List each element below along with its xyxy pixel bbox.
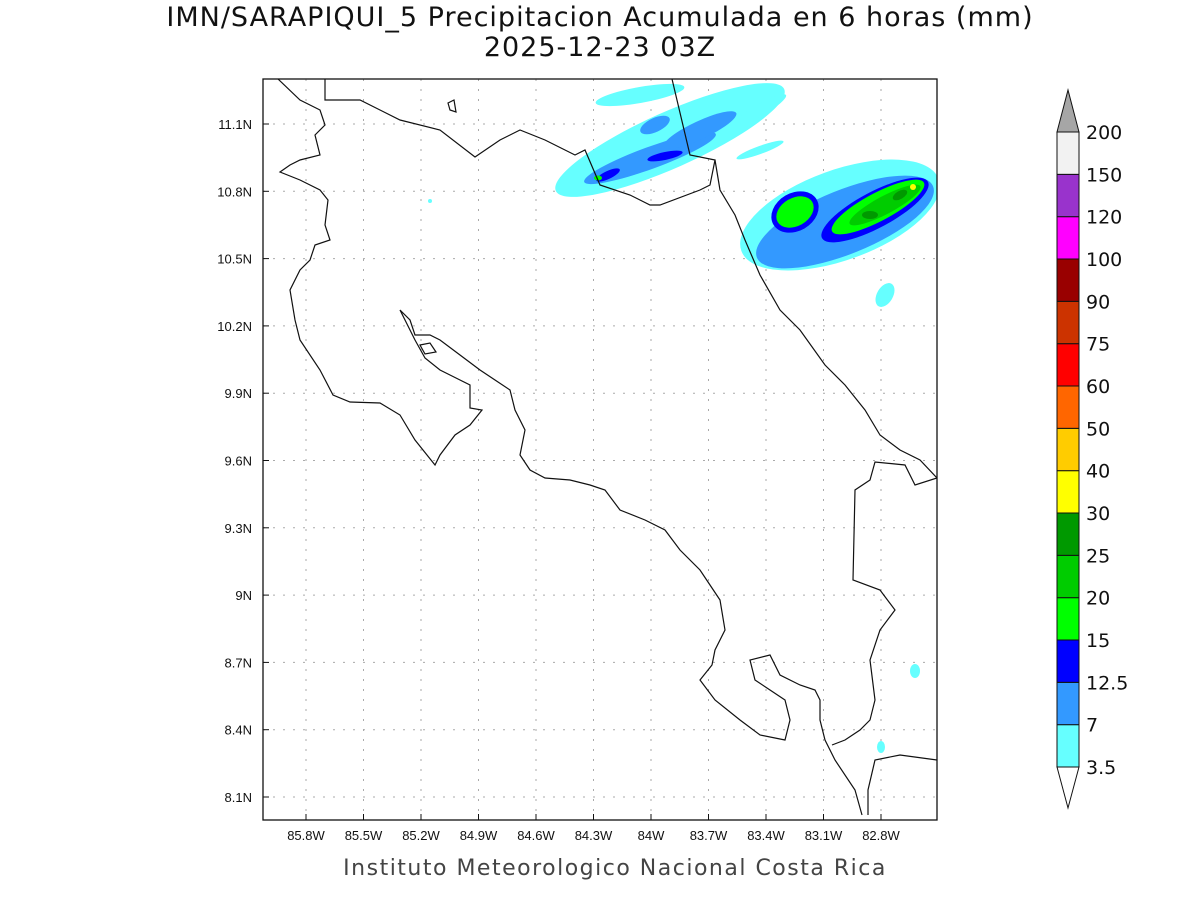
x-tick-label: 84.9W	[460, 828, 498, 843]
legend-swatch	[1056, 427, 1080, 472]
x-tick-label: 82.8W	[862, 828, 900, 843]
legend-level-label: 50	[1086, 418, 1110, 440]
legend-level-label: 3.5	[1086, 757, 1116, 779]
x-tick-label: 83.4W	[747, 828, 785, 843]
legend-swatch	[1056, 300, 1080, 345]
y-tick-label: 9.6N	[225, 454, 252, 469]
legend-level-label: 40	[1086, 461, 1110, 483]
legend-level-label: 120	[1086, 207, 1122, 229]
legend-level-label: 90	[1086, 291, 1110, 313]
x-tick-label: 84W	[638, 828, 665, 843]
legend-level-label: 60	[1086, 376, 1110, 398]
legend-swatch	[1056, 173, 1080, 218]
y-tick-label: 9.9N	[225, 386, 252, 401]
x-tick-label: 85.2W	[402, 828, 440, 843]
x-tick-label: 85.5W	[345, 828, 383, 843]
legend-swatch	[1056, 512, 1080, 556]
legend-level-label: 7	[1086, 715, 1098, 737]
coastlines-and-borders	[277, 79, 937, 816]
legend-level-label: 15	[1086, 630, 1110, 652]
map-frame	[262, 78, 938, 821]
legend-level-label: 75	[1086, 334, 1110, 356]
legend-level-label: 25	[1086, 545, 1110, 567]
precipitation-field	[428, 83, 937, 753]
legend-swatch	[1056, 597, 1080, 641]
y-tick-label: 10.2N	[217, 319, 252, 334]
map-subtitle: 2025-12-23 03Z	[483, 32, 717, 63]
legend-swatch	[1056, 470, 1080, 514]
legend-swatch	[1056, 343, 1080, 387]
axis-labels: 85.8W 85.5W 85.2W 84.9W 84.6W 84.3W 84W 83.7W 83…	[217, 117, 900, 843]
y-tick-label: 8.7N	[225, 655, 252, 670]
legend-level-label: 12.5	[1086, 672, 1128, 694]
legend-swatch	[1056, 216, 1080, 260]
y-tick-label: 10.5N	[217, 252, 252, 267]
legend-swatch	[1056, 681, 1080, 726]
precip-band-east	[736, 140, 937, 753]
footer-credit: Instituto Meteorologico Nacional Costa R…	[343, 856, 887, 881]
color-legend: 3.5 7 12.5 15 20 25 30 40 50 60 75 90 100 120 150 200	[1056, 88, 1128, 810]
x-tick-label: 83.1W	[805, 828, 843, 843]
map-title: IMN/SARAPIQUI_5 Precipitacion Acumulada …	[166, 2, 1034, 33]
legend-max-arrow	[1056, 88, 1080, 133]
legend-level-label: 100	[1086, 249, 1122, 271]
legend-swatch	[1056, 385, 1080, 429]
legend-swatch	[1056, 639, 1080, 683]
x-tick-label: 83.7W	[690, 828, 728, 843]
legend-level-label: 20	[1086, 588, 1110, 610]
legend-swatch	[1056, 258, 1080, 302]
y-tick-label: 9.3N	[225, 521, 252, 536]
legend-level-label: 150	[1086, 164, 1122, 186]
legend-swatch	[1056, 131, 1080, 175]
legend-min-arrow	[1056, 766, 1080, 810]
y-tick-label: 11.1N	[218, 117, 252, 132]
y-tick-label: 10.8N	[217, 184, 252, 199]
legend-level-label: 30	[1086, 503, 1110, 525]
legend-swatch	[1056, 554, 1080, 599]
x-tick-label: 84.6W	[517, 828, 555, 843]
x-tick-label: 84.3W	[575, 828, 613, 843]
legend-swatch	[1056, 724, 1080, 768]
precip-band-north	[428, 83, 787, 203]
y-tick-label: 8.4N	[225, 723, 252, 738]
legend-level-label: 200	[1086, 122, 1122, 144]
y-tick-label: 9N	[235, 588, 252, 603]
y-tick-label: 8.1N	[225, 790, 252, 805]
x-tick-label: 85.8W	[287, 828, 325, 843]
